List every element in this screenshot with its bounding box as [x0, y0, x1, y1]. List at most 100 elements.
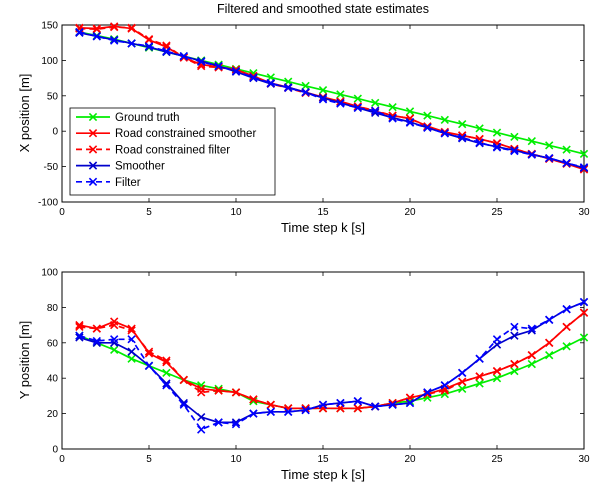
data-point-filter [214, 61, 223, 71]
data-point-filter [266, 407, 275, 416]
data-point-ground-truth [405, 107, 415, 116]
data-point-filter [318, 95, 328, 104]
y-axis-label: X position [m] [17, 74, 32, 153]
x-tick-label: 25 [491, 454, 503, 465]
y-tick-label: 60 [47, 338, 59, 349]
data-point-filter [492, 143, 502, 152]
data-point-ground-truth [110, 345, 119, 355]
data-point-filter [371, 402, 380, 411]
x-tick-label: 30 [578, 207, 590, 218]
data-point-filter [214, 418, 223, 427]
y-tick-label: -50 [44, 162, 59, 173]
data-point-filter [249, 409, 258, 418]
data-point-filter [405, 398, 415, 408]
legend-label: Ground truth [115, 112, 180, 124]
data-point-road-constrained-filter [492, 366, 502, 376]
data-point-road-constrained-filter [562, 322, 571, 332]
data-point-ground-truth [353, 94, 362, 103]
x-tick-label: 10 [230, 207, 242, 218]
data-point-filter [423, 123, 432, 132]
legend-label: Smoother [115, 161, 165, 173]
data-point-filter [440, 129, 449, 138]
data-point-filter [527, 324, 536, 333]
data-point-ground-truth [440, 115, 449, 125]
y-axis-label: Y position [m] [17, 321, 32, 400]
legend: Ground truth Road constrained smoother Roa… [69, 107, 276, 196]
data-point-filter [110, 335, 119, 344]
data-point-smoother [179, 398, 188, 408]
data-point-road-constrained-filter [92, 324, 101, 333]
data-point-road-constrained-smoother [144, 349, 154, 358]
data-point-road-constrained-filter [144, 347, 154, 356]
data-point-filter [162, 47, 171, 56]
data-point-ground-truth [475, 379, 484, 388]
data-point-filter [510, 322, 519, 332]
data-point-filter [266, 78, 275, 88]
y-tick-label: 0 [52, 127, 58, 138]
data-point-ground-truth [510, 132, 519, 142]
series-group [75, 297, 589, 434]
data-point-road-constrained-filter [92, 25, 101, 34]
data-point-road-constrained-filter [353, 404, 362, 413]
series-group [75, 22, 589, 174]
legend-entry: Ground truth [76, 112, 180, 124]
legend-entry: Filter [76, 177, 141, 189]
data-point-ground-truth [579, 149, 589, 159]
x-tick-label: 10 [230, 454, 242, 465]
data-point-road-constrained-filter [197, 388, 206, 397]
y-tick-label: 150 [41, 21, 58, 32]
x-tick-label: 15 [317, 454, 329, 465]
data-point-filter [301, 88, 310, 97]
data-point-smoother [510, 331, 519, 340]
data-point-ground-truth [336, 90, 345, 99]
data-point-ground-truth [423, 111, 432, 120]
data-point-smoother [75, 333, 84, 342]
data-point-road-constrained-smoother [127, 324, 136, 333]
data-point-filter [579, 163, 589, 172]
y-tick-label: 100 [41, 268, 58, 279]
data-point-ground-truth [545, 351, 554, 360]
data-point-ground-truth [579, 333, 589, 342]
data-point-road-constrained-filter [458, 377, 467, 386]
legend-label: Filter [115, 177, 141, 189]
series-ground-truth [75, 331, 589, 413]
data-point-filter [562, 158, 571, 168]
legend-entry: Road constrained smoother [76, 128, 256, 140]
data-point-road-constrained-filter [579, 308, 589, 317]
series-filter [75, 297, 589, 434]
data-point-road-constrained-filter [127, 23, 136, 32]
x-tick-label: 15 [317, 207, 329, 218]
chart-title: Filtered and smoothed state estimates [217, 2, 429, 16]
data-point-ground-truth [127, 354, 136, 363]
legend-entry: Road constrained filter [76, 144, 230, 156]
x-tick-label: 0 [59, 454, 65, 465]
data-point-ground-truth [388, 102, 397, 112]
x-axis-label: Time step k [s] [281, 467, 365, 482]
data-point-road-constrained-filter [249, 395, 258, 404]
data-point-filter [162, 381, 171, 390]
tick-group: 0 5 10 15 20 25 30 0 20 40 60 80 100 [41, 268, 590, 466]
x-tick-label: 5 [146, 454, 152, 465]
data-point-road-constrained-filter [144, 34, 154, 44]
data-point-filter [353, 397, 362, 406]
data-point-filter [562, 305, 571, 314]
y-tick-label: 20 [47, 409, 59, 420]
y-tick-label: 100 [41, 56, 58, 67]
y-tick-label: 0 [52, 445, 58, 456]
data-point-filter [231, 66, 241, 76]
data-point-ground-truth [301, 81, 310, 91]
x-tick-label: 25 [491, 207, 503, 218]
data-point-road-constrained-filter [179, 375, 188, 385]
data-point-road-constrained-filter [162, 356, 171, 365]
data-point-filter [231, 420, 241, 429]
data-point-filter [579, 297, 589, 307]
data-point-filter [510, 146, 519, 156]
data-point-smoother [197, 412, 206, 422]
y-tick-label: -100 [38, 198, 58, 209]
x-tick-label: 5 [146, 207, 152, 218]
data-point-ground-truth [562, 145, 571, 154]
data-point-filter [388, 114, 397, 123]
data-point-filter [179, 400, 188, 409]
subplot-y-position: 0 5 10 15 20 25 30 0 20 40 60 80 100 Time step k [s]… [17, 268, 590, 483]
